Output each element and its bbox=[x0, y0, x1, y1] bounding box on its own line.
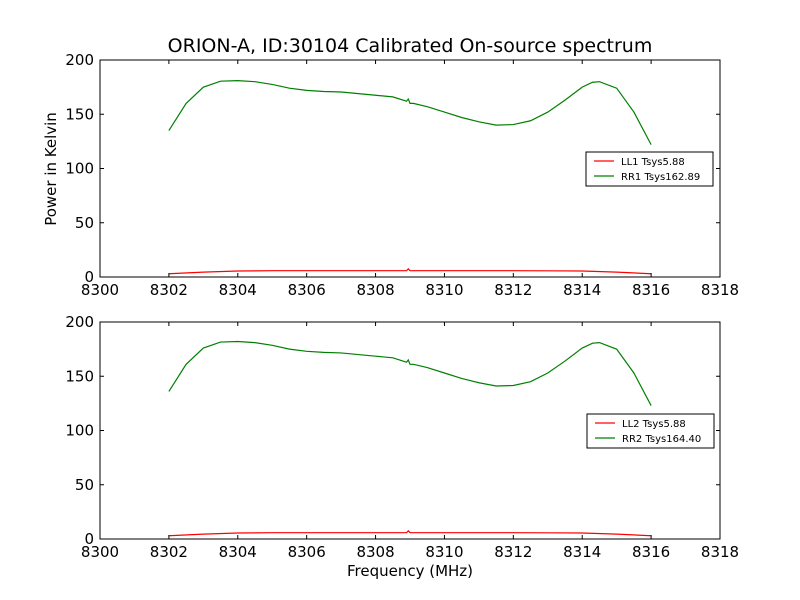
y-tick-label: 150 bbox=[65, 105, 94, 123]
legend: LL1 Tsys5.88 RR1 Tsys162.89 bbox=[585, 151, 714, 187]
x-tick-label: 8300 bbox=[81, 281, 119, 299]
series-line-2 bbox=[168, 80, 652, 145]
y-tick-label: 50 bbox=[75, 476, 94, 494]
panels-group: 8300 8302 8304 8306 8308 8310 8312 8314 8316 8318… bbox=[65, 51, 739, 561]
x-tick-label: 8304 bbox=[219, 543, 257, 561]
x-tick-label: 8310 bbox=[425, 281, 463, 299]
x-tick-label: 8310 bbox=[425, 543, 463, 561]
y-tick-label: 200 bbox=[65, 313, 94, 331]
panel-2: 8300 8302 8304 8306 8308 8310 8312 8314 8316 8318… bbox=[65, 313, 739, 561]
x-tick-label: 8308 bbox=[356, 543, 394, 561]
y-axis-label: Power in Kelvin bbox=[42, 112, 60, 226]
x-tick-label: 8312 bbox=[494, 543, 532, 561]
chart-title: ORION-A, ID:30104 Calibrated On-source s… bbox=[168, 35, 653, 57]
y-tick-label: 150 bbox=[65, 367, 94, 385]
x-axis-label: Frequency (MHz) bbox=[347, 562, 473, 580]
x-tick-label: 8306 bbox=[288, 281, 326, 299]
y-tick-label: 0 bbox=[84, 530, 94, 548]
y-tick-label: 0 bbox=[84, 268, 94, 286]
legend-box bbox=[585, 151, 714, 187]
x-tick-label: 8306 bbox=[288, 543, 326, 561]
y-tick-label: 100 bbox=[65, 422, 94, 440]
y-tick-label: 100 bbox=[65, 160, 94, 178]
x-tick-label: 8314 bbox=[563, 281, 601, 299]
x-tick-label: 8312 bbox=[494, 281, 532, 299]
legend-label: LL1 Tsys5.88 bbox=[621, 157, 685, 168]
x-tick-label: 8316 bbox=[632, 543, 670, 561]
x-tick-label: 8316 bbox=[632, 281, 670, 299]
x-tick-label: 8304 bbox=[219, 281, 257, 299]
x-tick-label: 8302 bbox=[150, 281, 188, 299]
x-tick-label: 8318 bbox=[701, 543, 739, 561]
x-tick-label: 8308 bbox=[356, 281, 394, 299]
series-line-1 bbox=[168, 267, 652, 275]
y-tick-label: 50 bbox=[75, 214, 94, 232]
x-tick-label: 8300 bbox=[81, 543, 119, 561]
legend-box bbox=[586, 413, 715, 449]
legend-label: RR1 Tsys162.89 bbox=[621, 172, 700, 183]
series-line-2 bbox=[168, 340, 652, 406]
panel-1: 8300 8302 8304 8306 8308 8310 8312 8314 8316 8318… bbox=[65, 51, 739, 299]
legend-label: RR2 Tsys164.40 bbox=[622, 434, 701, 445]
legend: LL2 Tsys5.88 RR2 Tsys164.40 bbox=[586, 413, 715, 449]
legend-label: LL2 Tsys5.88 bbox=[622, 419, 686, 430]
x-tick-label: 8318 bbox=[701, 281, 739, 299]
series-line-1 bbox=[168, 529, 652, 537]
x-tick-label: 8302 bbox=[150, 543, 188, 561]
x-tick-label: 8314 bbox=[563, 543, 601, 561]
y-tick-label: 200 bbox=[65, 51, 94, 69]
